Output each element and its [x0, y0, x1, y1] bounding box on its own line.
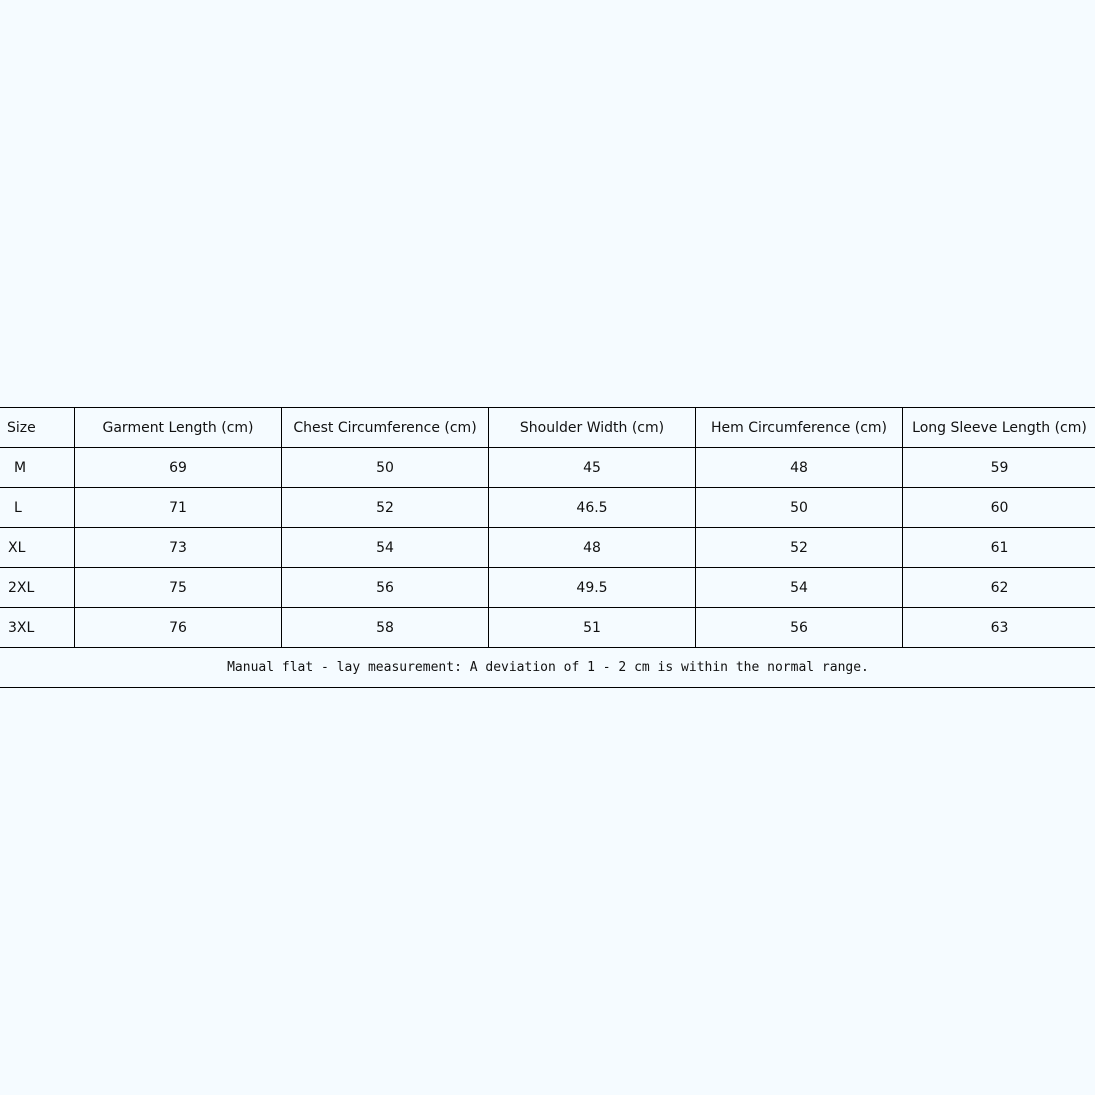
value-cell: 60 [902, 487, 1095, 528]
table-row: M 69 50 45 48 59 [0, 447, 1095, 488]
value-cell: 76 [74, 607, 282, 648]
value-cell: 56 [281, 567, 489, 608]
value-cell: 54 [695, 567, 903, 608]
value-cell: 51 [488, 607, 696, 648]
value-cell: 52 [695, 527, 903, 568]
value-cell: 61 [902, 527, 1095, 568]
size-cell: XL [0, 527, 75, 568]
header-row: Size Garment Length (cm) Chest Circumferen… [0, 407, 1095, 448]
column-header: Shoulder Width (cm) [488, 407, 696, 448]
measurement-note: Manual flat - lay measurement: A deviati… [0, 647, 1095, 688]
table-row: 3XL 76 58 51 56 63 [0, 607, 1095, 648]
value-cell: 50 [281, 447, 489, 488]
column-header: Long Sleeve Length (cm) [902, 407, 1095, 448]
size-cell: L [0, 487, 75, 528]
value-cell: 48 [488, 527, 696, 568]
value-cell: 56 [695, 607, 903, 648]
value-cell: 50 [695, 487, 903, 528]
size-cell: M [0, 447, 75, 488]
size-cell: 3XL [0, 607, 75, 648]
value-cell: 54 [281, 527, 489, 568]
value-cell: 46.5 [488, 487, 696, 528]
value-cell: 69 [74, 447, 282, 488]
value-cell: 49.5 [488, 567, 696, 608]
column-header: Chest Circumference (cm) [281, 407, 489, 448]
value-cell: 45 [488, 447, 696, 488]
value-cell: 71 [74, 487, 282, 528]
value-cell: 48 [695, 447, 903, 488]
value-cell: 75 [74, 567, 282, 608]
value-cell: 58 [281, 607, 489, 648]
value-cell: 59 [902, 447, 1095, 488]
column-header: Size [0, 407, 75, 448]
note-row: Manual flat - lay measurement: A deviati… [0, 647, 1095, 688]
table-row: 2XL 75 56 49.5 54 62 [0, 567, 1095, 608]
value-cell: 62 [902, 567, 1095, 608]
column-header: Hem Circumference (cm) [695, 407, 903, 448]
value-cell: 52 [281, 487, 489, 528]
column-header: Garment Length (cm) [74, 407, 282, 448]
table-row: L 71 52 46.5 50 60 [0, 487, 1095, 528]
size-chart-table: Size Garment Length (cm) Chest Circumferen… [0, 407, 1095, 688]
size-cell: 2XL [0, 567, 75, 608]
table-row: XL 73 54 48 52 61 [0, 527, 1095, 568]
value-cell: 63 [902, 607, 1095, 648]
value-cell: 73 [74, 527, 282, 568]
